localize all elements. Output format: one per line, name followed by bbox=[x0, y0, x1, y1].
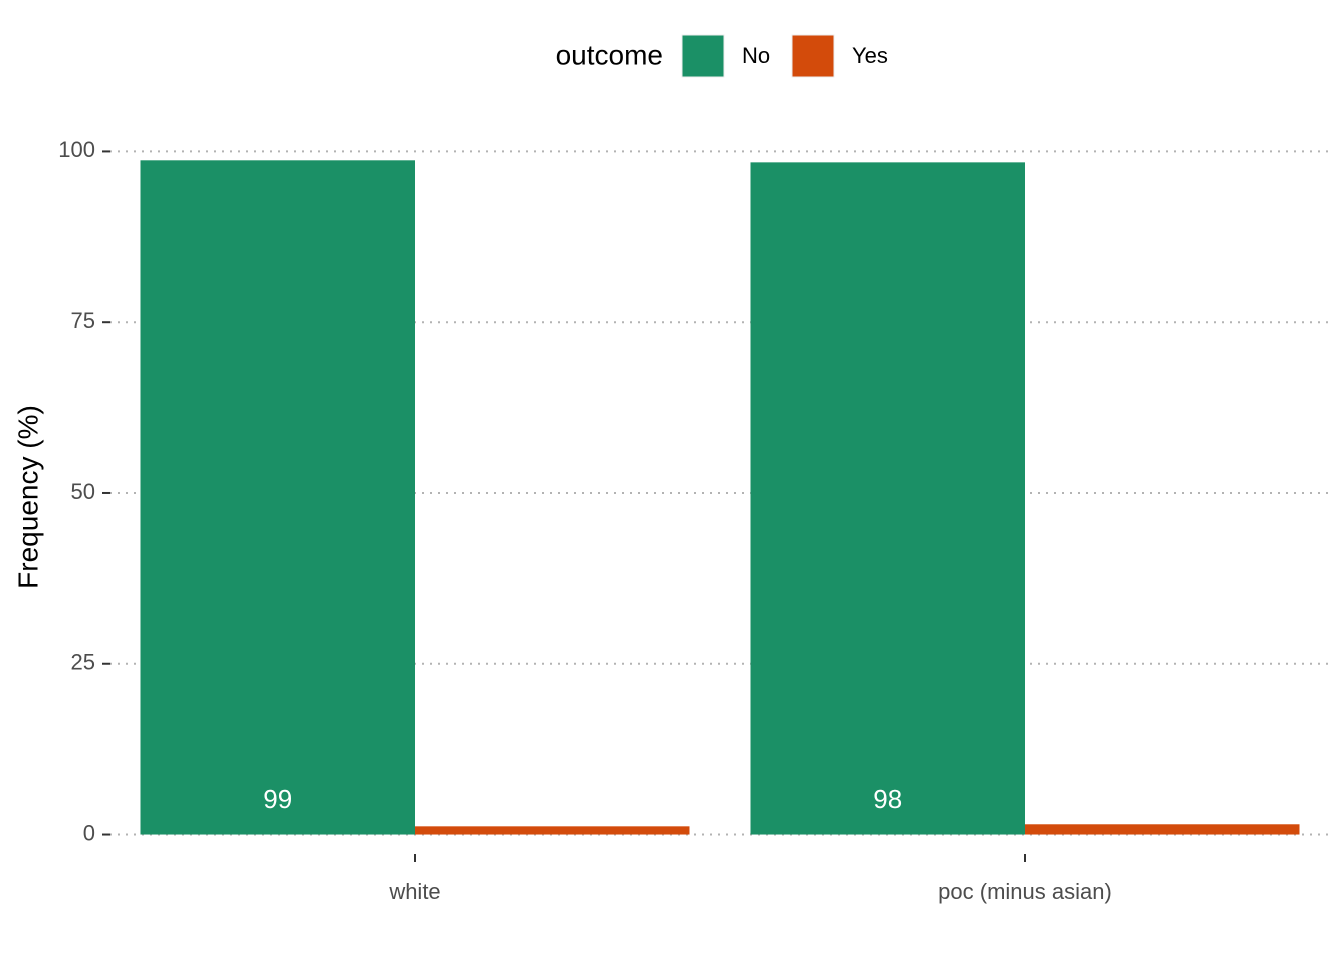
y-tick-label: 75 bbox=[71, 308, 95, 333]
y-tick-label: 0 bbox=[83, 820, 95, 845]
bar bbox=[750, 162, 1025, 835]
data-label: 99 bbox=[263, 784, 292, 814]
legend-label: Yes bbox=[852, 43, 888, 68]
y-tick-label: 100 bbox=[58, 137, 95, 162]
bar bbox=[140, 160, 415, 835]
legend-title: outcome bbox=[556, 39, 663, 70]
x-tick-label: poc (minus asian) bbox=[938, 879, 1112, 904]
legend-label: No bbox=[742, 43, 770, 68]
legend-swatch bbox=[791, 34, 835, 78]
bar bbox=[1025, 824, 1300, 835]
y-tick-label: 25 bbox=[71, 650, 95, 675]
bar bbox=[415, 826, 690, 835]
legend: No Yes bbox=[681, 34, 888, 78]
x-tick-label: white bbox=[388, 879, 440, 904]
data-label: 98 bbox=[873, 784, 902, 814]
y-tick-label: 50 bbox=[71, 479, 95, 504]
y-axis-label: Frequency (%) bbox=[12, 405, 43, 589]
legend-swatch bbox=[681, 34, 725, 78]
